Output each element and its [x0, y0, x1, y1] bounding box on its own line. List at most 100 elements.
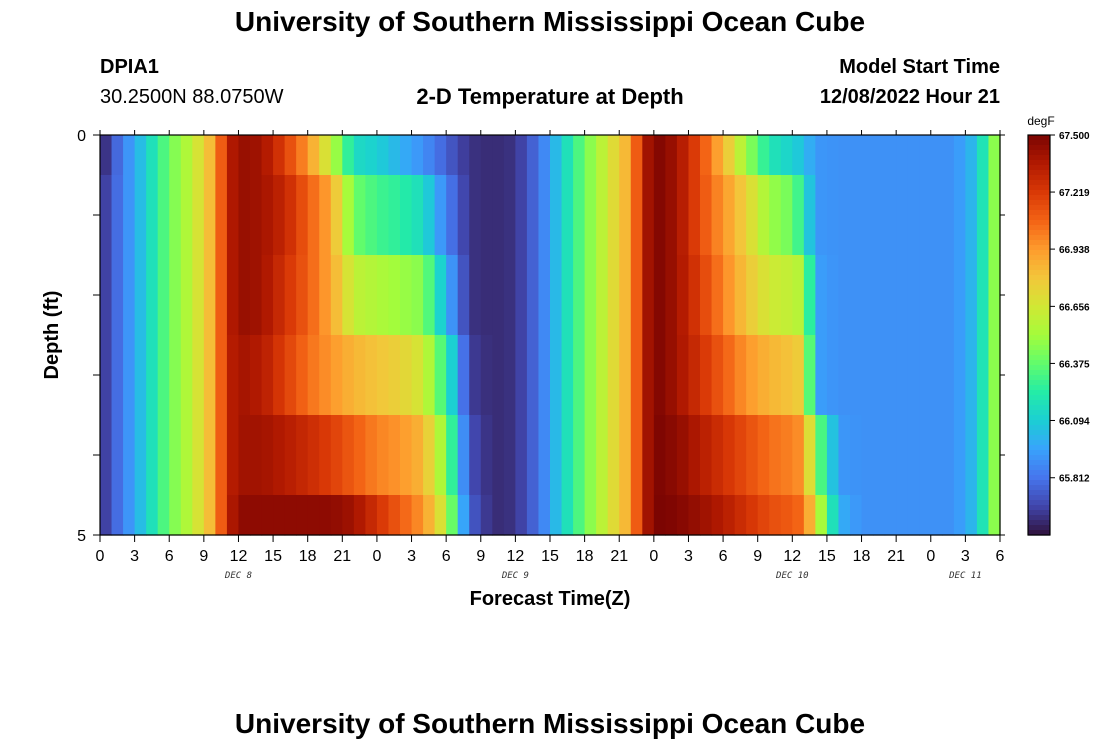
heatmap-cell	[815, 495, 828, 536]
heatmap-cell	[711, 135, 724, 176]
heatmap-cell	[850, 415, 863, 496]
heatmap-cell	[769, 415, 782, 496]
heatmap-cell	[238, 135, 251, 176]
heatmap-cell	[642, 175, 655, 256]
heatmap-cell	[596, 255, 609, 336]
heatmap-cell	[273, 495, 286, 536]
heatmap-cell	[503, 175, 516, 256]
heatmap-cell	[492, 495, 505, 536]
colorbar-segment	[1028, 215, 1050, 221]
heatmap-cell	[376, 415, 390, 496]
heatmap-cell	[492, 415, 505, 496]
heatmap-cell	[123, 135, 136, 176]
x-tick-label: 0	[372, 548, 381, 565]
colorbar-segment	[1028, 220, 1050, 226]
x-tick-label: 3	[407, 548, 416, 565]
colorbar-segment	[1028, 155, 1050, 161]
heatmap-cell	[515, 335, 528, 416]
heatmap-cell	[976, 415, 990, 496]
colorbar-segment	[1028, 430, 1050, 436]
colorbar-segment	[1028, 225, 1050, 231]
colorbar-segment	[1028, 350, 1050, 356]
heatmap-cell	[573, 495, 586, 536]
heatmap-cell	[642, 255, 655, 336]
heatmap-cell	[469, 335, 482, 416]
heatmap-cell	[607, 415, 620, 496]
heatmap-cell	[538, 255, 551, 336]
colorbar-tick-label: 66.375	[1059, 359, 1090, 370]
heatmap-cell	[169, 255, 182, 336]
heatmap-cell	[573, 415, 586, 496]
heatmap-cell	[861, 175, 874, 256]
heatmap-cell	[503, 335, 516, 416]
heatmap-cell	[757, 415, 770, 496]
x-tick-label: 18	[299, 548, 317, 565]
colorbar-segment	[1028, 380, 1050, 386]
heatmap-cell	[503, 255, 516, 336]
heatmap-cell	[146, 335, 159, 416]
heatmap-cell	[457, 175, 470, 256]
colorbar-segment	[1028, 320, 1050, 326]
heatmap-cell	[342, 255, 355, 336]
heatmap-cell	[930, 135, 943, 176]
heatmap-cell	[434, 495, 447, 536]
heatmap-cell	[180, 495, 193, 536]
heatmap-cell	[250, 255, 263, 336]
heatmap-cell	[203, 255, 216, 336]
heatmap-cell	[342, 175, 355, 256]
x-tick-label: 6	[442, 548, 451, 565]
heatmap-cell	[134, 135, 147, 176]
heatmap-cell	[561, 135, 574, 176]
heatmap-cell	[942, 135, 955, 176]
colorbar-segment	[1028, 195, 1050, 201]
heatmap-cell	[803, 415, 816, 496]
heatmap-cell	[100, 255, 113, 336]
heatmap-cell	[365, 495, 378, 536]
colorbar-segment	[1028, 475, 1050, 481]
heatmap-cell	[469, 135, 482, 176]
heatmap-cell	[965, 495, 978, 536]
colorbar-segment	[1028, 480, 1050, 486]
heatmap-cell	[873, 175, 886, 256]
heatmap-cell	[780, 255, 793, 336]
colorbar-segment	[1028, 455, 1050, 461]
heatmap-cell	[676, 255, 690, 336]
heatmap-cell	[596, 135, 609, 176]
x-tick-label: 3	[961, 548, 970, 565]
heatmap-cell	[342, 335, 355, 416]
heatmap-cell	[930, 175, 943, 256]
heatmap-cell	[411, 495, 424, 536]
heatmap-cell	[238, 415, 251, 496]
heatmap-cell	[273, 335, 286, 416]
heatmap-cell	[446, 255, 459, 336]
heatmap-cell	[226, 255, 240, 336]
heatmap-cell	[815, 335, 828, 416]
colorbar-segment	[1028, 135, 1050, 141]
heatmap-cell	[411, 135, 424, 176]
heatmap-cell	[192, 255, 205, 336]
heatmap-cell	[134, 495, 147, 536]
heatmap-cell	[734, 255, 747, 336]
heatmap-cell	[976, 495, 990, 536]
x-tick-label: 18	[853, 548, 871, 565]
heatmap-cell	[307, 335, 320, 416]
colorbar-segment	[1028, 485, 1050, 491]
heatmap-cell	[169, 495, 182, 536]
heatmap-cell	[596, 335, 609, 416]
heatmap-cell	[550, 495, 563, 536]
heatmap-cell	[411, 415, 424, 496]
date-label: DEC 8	[224, 571, 252, 581]
heatmap-cell	[561, 335, 574, 416]
heatmap-cell	[250, 415, 263, 496]
heatmap-cell	[250, 495, 263, 536]
heatmap-cell	[342, 135, 355, 176]
heatmap-cell	[988, 175, 1001, 256]
heatmap-cell	[226, 335, 240, 416]
heatmap-cell	[884, 335, 897, 416]
heatmap-cell	[434, 135, 447, 176]
heatmap-cell	[238, 255, 251, 336]
colorbar-segment	[1028, 210, 1050, 216]
heatmap-cell	[688, 135, 701, 176]
colorbar-segment	[1028, 500, 1050, 506]
colorbar-tick-label: 66.094	[1059, 416, 1090, 427]
